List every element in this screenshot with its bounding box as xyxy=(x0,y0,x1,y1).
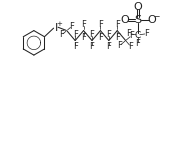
Text: F: F xyxy=(90,43,94,51)
Text: O: O xyxy=(134,2,142,12)
Text: S: S xyxy=(134,15,141,25)
Text: F: F xyxy=(117,41,122,50)
Text: F: F xyxy=(129,31,134,40)
Text: F: F xyxy=(127,29,131,38)
Text: F: F xyxy=(81,33,86,41)
Text: F: F xyxy=(135,39,140,48)
Text: F: F xyxy=(73,30,78,39)
Text: F: F xyxy=(98,20,103,29)
Text: F: F xyxy=(144,29,149,38)
Text: F: F xyxy=(115,20,120,29)
Text: +: + xyxy=(57,21,63,27)
Text: F: F xyxy=(81,20,86,29)
Text: F: F xyxy=(128,42,133,51)
Text: O: O xyxy=(147,15,156,25)
Text: I: I xyxy=(54,22,58,33)
Text: F: F xyxy=(59,30,64,39)
Text: C: C xyxy=(135,31,141,40)
Text: −: − xyxy=(153,12,160,21)
Text: F: F xyxy=(98,33,103,41)
Text: F: F xyxy=(115,33,120,41)
Text: F: F xyxy=(69,22,74,31)
Text: F: F xyxy=(73,43,78,51)
Text: O: O xyxy=(121,15,129,25)
Text: F: F xyxy=(90,30,94,39)
Text: F: F xyxy=(106,30,111,39)
Text: F: F xyxy=(106,43,111,51)
